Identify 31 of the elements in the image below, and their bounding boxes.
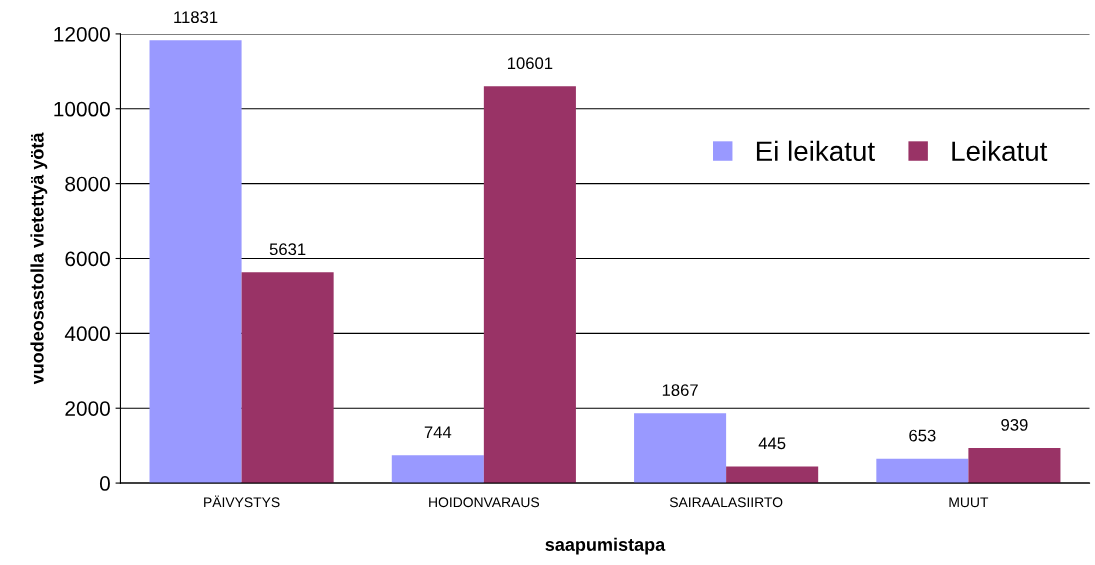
- bar: [149, 40, 242, 484]
- data-label: 10601: [507, 57, 553, 70]
- data-label: 5631: [269, 243, 306, 256]
- y-tick-label: 6000: [65, 251, 110, 267]
- y-tick-label: 10000: [54, 101, 110, 117]
- x-tick-label: HOIDONVARAUS: [429, 497, 540, 508]
- bar: [726, 466, 819, 484]
- x-tick-label: PÄIVYSTYS: [204, 495, 280, 508]
- y-tick-label: 2000: [65, 401, 110, 416]
- x-tick-label: MUUT: [949, 497, 989, 508]
- bar: [483, 86, 576, 484]
- legend-label: Ei leikatut: [756, 140, 875, 162]
- x-axis-title: saapumistapa: [545, 537, 666, 555]
- bar: [634, 413, 727, 484]
- bar: [241, 272, 334, 484]
- data-label: 445: [758, 437, 786, 450]
- legend-label: Leikatut: [952, 140, 1048, 162]
- y-axis-title: vuodeosastolla vietettyä yötä: [30, 132, 48, 385]
- y-tick-label: 0: [99, 476, 110, 491]
- y-tick-label: 12000: [54, 26, 110, 42]
- bar: [876, 458, 969, 484]
- data-label: 11831: [174, 11, 218, 24]
- data-label: 653: [909, 429, 936, 442]
- y-tick-label: 8000: [65, 176, 110, 192]
- data-label: 744: [424, 426, 452, 438]
- y-tick-label: 4000: [64, 326, 110, 342]
- data-label: 1867: [662, 384, 698, 397]
- bar: [391, 455, 484, 484]
- data-label: 939: [1001, 418, 1028, 431]
- bar: [968, 447, 1061, 484]
- x-tick-label: SAIRAALASIIRTO: [669, 497, 783, 508]
